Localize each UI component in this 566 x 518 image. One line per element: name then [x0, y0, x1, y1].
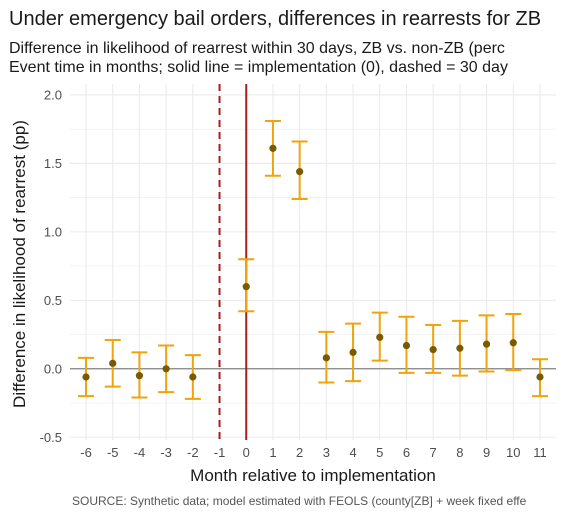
x-axis-label: Month relative to implementation: [190, 466, 436, 485]
x-tick-label: 3: [323, 445, 330, 460]
x-tick-label: 1: [269, 445, 276, 460]
x-tick-labels: -6 -5 -4 -3 -2 -1 0 1 2 3 4 5 6 7 8 9 10 11: [80, 445, 546, 460]
data-point: [429, 346, 437, 354]
data-point: [189, 373, 197, 381]
x-tick-label: -2: [187, 445, 199, 460]
data-point: [296, 168, 304, 176]
x-tick-label: 9: [483, 445, 490, 460]
data-point: [269, 144, 277, 152]
data-point: [322, 354, 330, 362]
y-axis-label: Difference in likelihood of rearrest (pp…: [10, 120, 29, 408]
y-tick-label: 1.5: [44, 156, 62, 171]
data-point: [162, 365, 170, 373]
data-point: [509, 339, 517, 347]
x-tick-label: -5: [107, 445, 119, 460]
data-point: [402, 341, 411, 350]
x-tick-label: 0: [243, 445, 250, 460]
x-tick-label: 5: [376, 445, 383, 460]
x-tick-label: -4: [134, 445, 146, 460]
x-tick-label: 10: [506, 445, 520, 460]
grid-lines: [70, 84, 556, 440]
x-tick-label: 4: [349, 445, 356, 460]
subtitle-line-1: Difference in likelihood of rearrest wit…: [9, 40, 505, 57]
data-point: [376, 333, 384, 341]
data-point: [536, 373, 544, 381]
x-tick-label: 7: [430, 445, 437, 460]
y-tick-label: 0.0: [44, 361, 62, 376]
error-bars: [78, 119, 548, 400]
data-points: [82, 144, 544, 381]
data-point: [242, 283, 250, 291]
x-tick-label: -3: [160, 445, 172, 460]
x-tick-label: 11: [533, 445, 547, 460]
data-point: [456, 344, 464, 352]
y-tick-label: 0.5: [44, 293, 62, 308]
data-point: [135, 372, 144, 380]
y-tick-label: 1.0: [44, 224, 62, 239]
data-point: [349, 348, 357, 356]
x-tick-label: 6: [403, 445, 410, 460]
x-tick-label: 8: [456, 445, 463, 460]
reference-lines: [70, 84, 556, 440]
y-tick-label: -0.5: [40, 430, 62, 445]
source-caption: SOURCE: Synthetic data; model estimated …: [72, 494, 527, 508]
y-tick-label: 2.0: [44, 87, 62, 102]
x-tick-label: -6: [80, 445, 92, 460]
chart-title: Under emergency bail orders, differences…: [9, 8, 542, 30]
data-point: [482, 340, 491, 348]
y-tick-labels: -0.5 0.0 0.5 1.0 1.5 2.0: [40, 87, 62, 444]
data-point: [82, 373, 90, 381]
data-point: [109, 359, 117, 367]
x-tick-label: -1: [214, 445, 226, 460]
chart-subtitle: Difference in likelihood of rearrest wit…: [9, 39, 508, 77]
x-tick-label: 2: [296, 445, 303, 460]
subtitle-line-2: Event time in months; solid line = imple…: [9, 59, 508, 76]
